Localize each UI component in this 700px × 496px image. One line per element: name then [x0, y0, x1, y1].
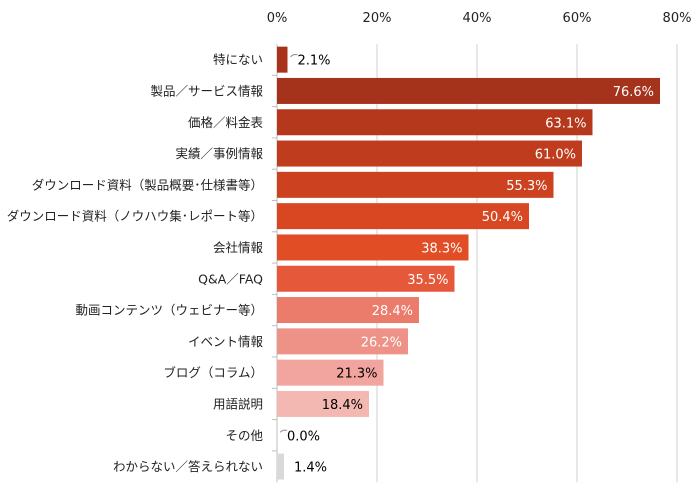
category-label: ダウンロード資料（製品概要･仕様書等） [32, 177, 263, 192]
data-label: 18.4% [322, 398, 363, 413]
category-label: ブログ（コラム） [163, 365, 263, 380]
data-label: 50.4% [482, 210, 523, 225]
data-label: 35.5% [407, 273, 448, 288]
leader-line [279, 429, 287, 433]
category-label: 会社情報 [213, 240, 264, 255]
bar [277, 140, 582, 167]
category-label: わからない／答えられない [113, 459, 263, 474]
data-label: 1.4% [294, 461, 327, 476]
category-label: Q&A／FAQ [198, 271, 263, 286]
x-tick-label: 20% [363, 11, 392, 26]
x-tick-label: 40% [463, 11, 492, 26]
data-label: 38.3% [421, 241, 462, 256]
data-label: 0.0% [287, 429, 320, 444]
bar [277, 234, 469, 261]
category-label: 動画コンテンツ（ウェビナー等） [75, 303, 263, 318]
category-label: イベント情報 [188, 334, 264, 349]
bar [277, 77, 660, 104]
category-label: 用語説明 [213, 396, 263, 411]
data-label: 2.1% [298, 54, 331, 69]
bar [277, 109, 593, 136]
data-label: 26.2% [361, 335, 402, 350]
bar [277, 390, 369, 417]
bar [277, 203, 529, 230]
category-label: 特にない [213, 52, 263, 67]
category-label: 製品／サービス情報 [150, 83, 263, 98]
bar [277, 328, 408, 355]
bar [277, 359, 384, 386]
data-label: 61.0% [535, 148, 576, 163]
data-label: 21.3% [336, 367, 377, 382]
bar [277, 265, 455, 292]
category-label: その他 [225, 428, 263, 443]
x-tick-label: 60% [563, 11, 592, 26]
category-label: 価格／料金表 [188, 115, 264, 130]
x-tick-label: 80% [663, 11, 692, 26]
data-label: 63.1% [545, 116, 586, 131]
bar [277, 297, 419, 324]
data-label: 55.3% [506, 179, 547, 194]
leader-line [290, 54, 298, 58]
category-label: 実績／事例情報 [175, 146, 263, 161]
category-label: ダウンロード資料（ノウハウ集･レポート等） [7, 209, 263, 224]
data-label: 28.4% [372, 304, 413, 319]
bar [277, 453, 284, 480]
bar [277, 171, 554, 198]
x-tick-label: 0% [267, 11, 288, 26]
bar [277, 46, 288, 73]
data-label: 76.6% [613, 85, 654, 100]
